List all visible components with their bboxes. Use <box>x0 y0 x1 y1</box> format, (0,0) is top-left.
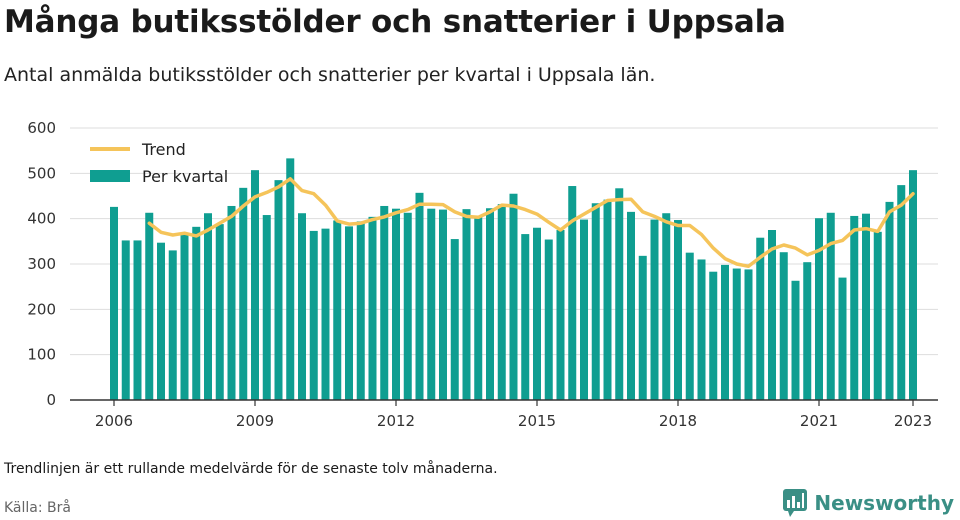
bar <box>732 268 741 400</box>
bar <box>803 262 812 400</box>
source-text: Källa: Brå <box>4 500 71 516</box>
brand-logo[interactable]: Newsworthy <box>782 488 954 518</box>
y-tick-label: 300 <box>27 255 56 273</box>
bar <box>721 264 729 400</box>
bar <box>474 216 483 400</box>
bar <box>415 192 424 400</box>
bar <box>450 239 459 400</box>
bar <box>168 250 177 400</box>
bar <box>251 170 259 400</box>
bar <box>356 221 365 400</box>
brand-name: Newsworthy <box>814 491 954 515</box>
bar <box>756 237 765 400</box>
x-tick-label: 2009 <box>236 412 274 430</box>
bar <box>685 252 694 400</box>
bar <box>309 230 318 400</box>
bar <box>110 206 118 400</box>
bar <box>603 199 612 400</box>
legend-bar-label: Per kvartal <box>142 167 228 186</box>
bar <box>591 203 600 400</box>
bar <box>133 240 142 400</box>
bar <box>204 213 212 400</box>
bar-chart: 0 100 200 300 400 500 600 2006 2009 2012 2015 2018 2… <box>27 119 938 430</box>
y-tick-label: 500 <box>27 164 56 182</box>
bar <box>544 239 553 400</box>
bar <box>862 213 870 400</box>
bar <box>227 205 236 400</box>
bar <box>345 226 353 400</box>
bar <box>897 185 906 400</box>
x-tick-label: 2012 <box>377 412 415 430</box>
bar <box>180 233 189 400</box>
bar <box>427 208 436 400</box>
bar <box>779 252 788 400</box>
bar <box>650 219 659 400</box>
trend-line <box>147 177 915 269</box>
chart-title: Många butiksstölder och snatterier i Upp… <box>4 4 786 40</box>
bar <box>838 277 847 400</box>
bar <box>674 220 682 400</box>
bar <box>709 271 718 400</box>
bar <box>157 242 165 400</box>
bar <box>826 212 835 400</box>
legend: Trend Per kvartal <box>90 140 228 186</box>
bar <box>697 259 706 400</box>
bar <box>462 209 471 400</box>
legend-bar-swatch <box>90 170 130 182</box>
bar <box>509 193 518 400</box>
bar <box>873 231 882 400</box>
bar <box>556 230 565 400</box>
y-tick-label: 400 <box>27 210 56 228</box>
bar <box>568 186 577 400</box>
bar <box>615 188 624 400</box>
bar <box>239 187 248 400</box>
bar <box>439 209 447 400</box>
footnote: Trendlinjen är ett rullande medelvärde f… <box>4 461 498 477</box>
bar <box>121 240 130 400</box>
bar <box>403 212 412 400</box>
x-tick-label: 2015 <box>518 412 556 430</box>
bar <box>262 215 271 400</box>
bar <box>497 204 506 400</box>
y-tick-label: 200 <box>27 300 56 318</box>
bar <box>885 201 894 400</box>
bar <box>533 227 541 400</box>
bar <box>521 234 530 400</box>
bar <box>298 213 306 400</box>
bar <box>333 220 342 400</box>
bar <box>580 219 588 400</box>
bar <box>215 224 224 400</box>
y-tick-label: 100 <box>27 346 56 364</box>
bar <box>768 230 776 400</box>
bar <box>145 212 154 400</box>
bar <box>486 208 494 400</box>
bar <box>286 158 295 400</box>
y-tick-label: 0 <box>46 391 56 409</box>
x-tick-label: 2018 <box>659 412 697 430</box>
y-tick-label: 600 <box>27 119 56 137</box>
bar <box>850 215 859 400</box>
bar <box>815 218 823 400</box>
x-tick-label: 2021 <box>800 412 838 430</box>
newsworthy-logo-icon <box>783 489 808 517</box>
bar <box>662 213 671 400</box>
x-tick-label: 2023 <box>894 412 932 430</box>
bar <box>638 255 647 400</box>
bar <box>274 180 283 400</box>
x-tick-label: 2006 <box>95 412 133 430</box>
bar <box>392 208 400 400</box>
bar <box>627 211 635 400</box>
bar <box>368 216 377 400</box>
chart-subtitle: Antal anmälda butiksstölder och snatteri… <box>4 64 656 86</box>
bar <box>909 170 917 400</box>
bar <box>380 205 389 400</box>
legend-trend-label: Trend <box>141 140 186 159</box>
bar <box>192 226 201 400</box>
bar <box>744 269 753 400</box>
bar <box>321 228 330 400</box>
bar <box>791 280 800 400</box>
